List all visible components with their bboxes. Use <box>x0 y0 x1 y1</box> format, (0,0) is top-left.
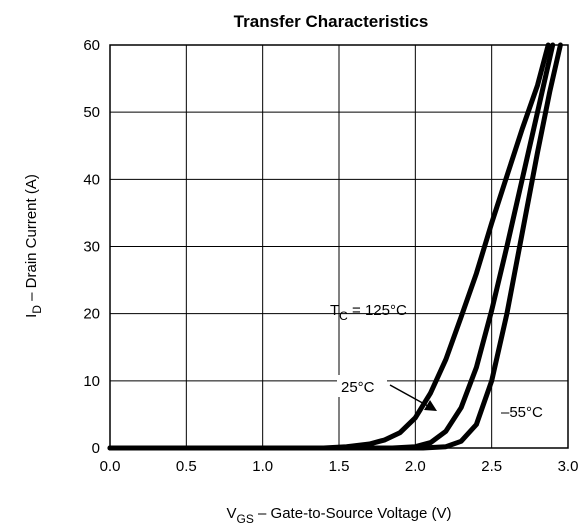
y-tick-label: 30 <box>83 239 100 256</box>
annotation-55c-box <box>495 400 565 422</box>
curves <box>107 42 563 451</box>
annotation-25c-arrow-line <box>389 384 429 407</box>
x-tick-label: 2.5 <box>481 458 502 475</box>
annotation-tc-125: TC = 125°C <box>330 302 407 323</box>
annotation-25c: 25°C <box>341 379 375 396</box>
x-tick-label: 1.0 <box>252 458 273 475</box>
x-tick-label: 1.5 <box>329 458 350 475</box>
y-tick-label: 60 <box>83 37 100 54</box>
y-axis-label: ID – Drain Current (A) <box>23 174 44 318</box>
annotation-25c-box <box>337 375 387 397</box>
x-tick-label: 2.0 <box>405 458 426 475</box>
x-axis-label: VGS – Gate-to-Source Voltage (V) <box>227 505 452 526</box>
y-tick-label: 10 <box>83 373 100 390</box>
tick-labels: 0.0 0.5 1.0 1.5 2.0 2.5 3.0 0 10 20 30 40 50 60 <box>83 37 578 475</box>
series-line-0 <box>107 42 551 451</box>
plot-frame <box>109 44 569 449</box>
series-line-2 <box>107 42 563 451</box>
y-tick-label: 20 <box>83 306 100 323</box>
x-tick-label: 0.5 <box>176 458 197 475</box>
annotation-minus-55c: –55°C <box>501 404 543 421</box>
y-tick-label: 40 <box>83 171 100 188</box>
chart-title: Transfer Characteristics <box>234 12 429 31</box>
y-tick-label: 0 <box>92 440 100 457</box>
annotation-25c-arrow-head <box>424 400 437 411</box>
x-tick-label: 3.0 <box>558 458 579 475</box>
y-tick-label: 50 <box>83 104 100 121</box>
x-tick-label: 0.0 <box>100 458 121 475</box>
